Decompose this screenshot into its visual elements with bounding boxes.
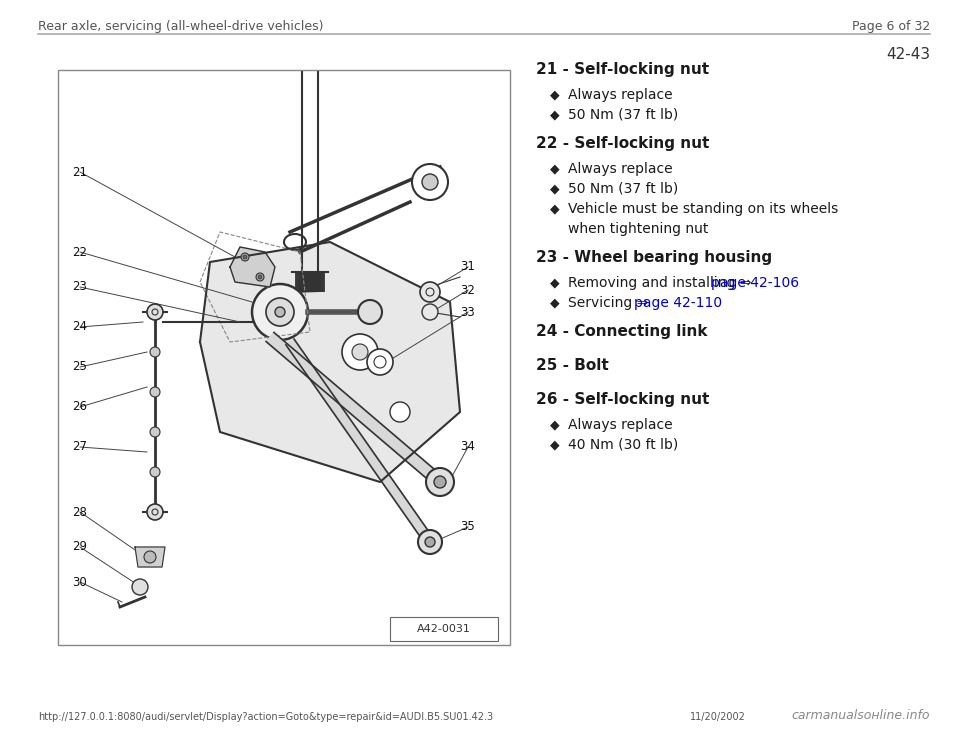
Text: 30: 30 [73, 576, 87, 588]
Text: Always replace: Always replace [568, 162, 673, 176]
Text: 40 Nm (30 ft lb): 40 Nm (30 ft lb) [568, 438, 679, 452]
Text: 24 - Connecting link: 24 - Connecting link [536, 324, 708, 339]
Text: 29: 29 [73, 540, 87, 554]
Polygon shape [200, 242, 460, 482]
Text: 31: 31 [461, 260, 475, 274]
Circle shape [418, 530, 442, 554]
Text: Always replace: Always replace [568, 418, 673, 432]
Circle shape [342, 334, 378, 370]
Text: A42-0031: A42-0031 [417, 624, 471, 634]
Text: ◆: ◆ [550, 88, 560, 101]
Text: ◆: ◆ [550, 418, 560, 431]
Text: 26: 26 [73, 401, 87, 413]
Text: 42-43: 42-43 [886, 47, 930, 62]
FancyBboxPatch shape [390, 617, 498, 641]
Circle shape [150, 427, 160, 437]
Text: 23 - Wheel bearing housing: 23 - Wheel bearing housing [536, 250, 772, 265]
Text: 23: 23 [73, 280, 87, 294]
Text: 50 Nm (37 ft lb): 50 Nm (37 ft lb) [568, 108, 679, 122]
Text: 28: 28 [73, 505, 87, 519]
Circle shape [420, 282, 440, 302]
Circle shape [150, 347, 160, 357]
Circle shape [256, 273, 264, 281]
Circle shape [426, 468, 454, 496]
Circle shape [425, 537, 435, 547]
Circle shape [367, 349, 393, 375]
Text: 33: 33 [461, 306, 475, 318]
Text: page 42-106: page 42-106 [711, 276, 799, 290]
Circle shape [241, 253, 249, 261]
Text: Vehicle must be standing on its wheels: Vehicle must be standing on its wheels [568, 202, 838, 216]
Text: ◆: ◆ [550, 202, 560, 215]
Text: 25 - Bolt: 25 - Bolt [536, 358, 609, 373]
Text: 21: 21 [73, 165, 87, 179]
Text: 24: 24 [73, 321, 87, 333]
Circle shape [422, 304, 438, 320]
Text: 26 - Self-locking nut: 26 - Self-locking nut [536, 392, 709, 407]
Circle shape [422, 174, 438, 190]
Circle shape [412, 164, 448, 200]
Bar [58, 70, 510, 645]
Text: ◆: ◆ [550, 182, 560, 195]
Text: http://127.0.0.1:8080/audi/servlet/Display?action=Goto&type=repair&id=AUDI.B5.SU: http://127.0.0.1:8080/audi/servlet/Displ… [38, 712, 493, 722]
Circle shape [258, 275, 262, 279]
Text: carmanualsонline.info: carmanualsонline.info [791, 709, 930, 722]
Circle shape [243, 255, 247, 259]
Text: 11/20/2002: 11/20/2002 [690, 712, 746, 722]
Polygon shape [266, 332, 444, 487]
Text: Always replace: Always replace [568, 88, 673, 102]
Text: 50 Nm (37 ft lb): 50 Nm (37 ft lb) [568, 182, 679, 196]
Text: Removing and installing ⇒: Removing and installing ⇒ [568, 276, 756, 290]
Circle shape [434, 476, 446, 488]
Circle shape [352, 344, 368, 360]
Text: when tightening nut: when tightening nut [568, 222, 708, 236]
Text: ◆: ◆ [550, 276, 560, 289]
Text: 27: 27 [73, 441, 87, 453]
Text: 35: 35 [461, 520, 475, 533]
Circle shape [390, 402, 410, 422]
Polygon shape [286, 339, 434, 545]
Circle shape [275, 307, 285, 317]
Text: Page 6 of 32: Page 6 of 32 [852, 20, 930, 33]
Text: ◆: ◆ [550, 296, 560, 309]
Text: 34: 34 [461, 441, 475, 453]
Text: page 42-110: page 42-110 [634, 296, 722, 310]
Circle shape [266, 298, 294, 326]
Circle shape [147, 304, 163, 320]
Text: 22: 22 [73, 246, 87, 258]
Polygon shape [230, 247, 275, 287]
Text: Rear axle, servicing (all-wheel-drive vehicles): Rear axle, servicing (all-wheel-drive ve… [38, 20, 324, 33]
Polygon shape [135, 547, 165, 567]
Circle shape [132, 579, 148, 595]
Text: 32: 32 [461, 283, 475, 297]
Text: ◆: ◆ [550, 438, 560, 451]
Text: 22 - Self-locking nut: 22 - Self-locking nut [536, 136, 709, 151]
Text: 21 - Self-locking nut: 21 - Self-locking nut [536, 62, 709, 77]
Text: Servicing ⇒: Servicing ⇒ [568, 296, 653, 310]
Text: 25: 25 [73, 361, 87, 373]
Text: ◆: ◆ [550, 108, 560, 121]
Circle shape [358, 300, 382, 324]
Text: ◆: ◆ [550, 162, 560, 175]
Circle shape [252, 284, 308, 340]
Circle shape [150, 387, 160, 397]
Circle shape [144, 551, 156, 563]
Circle shape [147, 504, 163, 520]
Circle shape [150, 467, 160, 477]
